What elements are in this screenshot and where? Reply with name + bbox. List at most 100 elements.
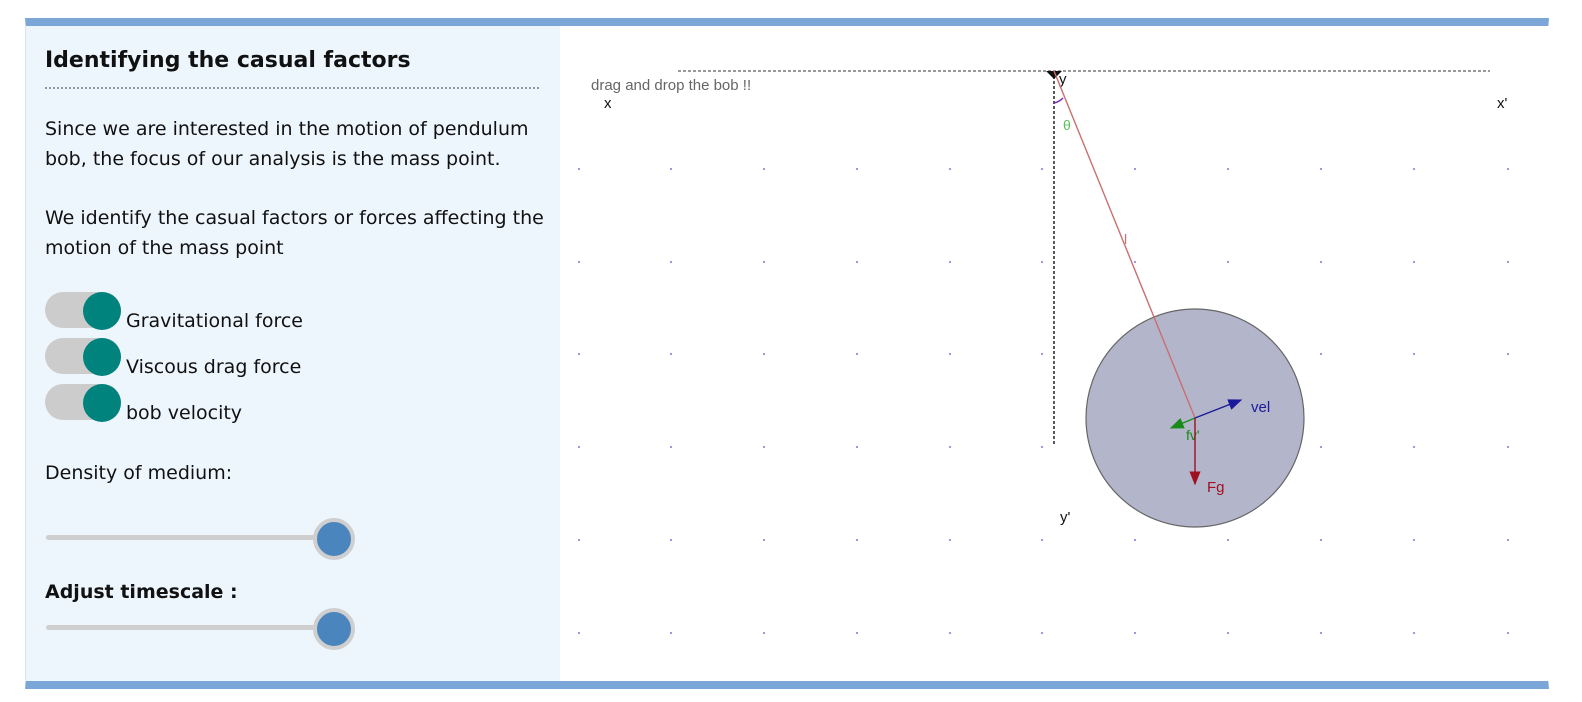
grid-dot [855,167,859,171]
grid-dot [1412,538,1416,542]
grid-dot [948,445,952,449]
grid-dot [669,445,673,449]
density-slider[interactable] [46,516,355,560]
grid-dot [855,445,859,449]
slider-thumb[interactable] [313,608,355,650]
toggle-gravitational-force[interactable]: Gravitational force [45,292,445,332]
grid-dot [1412,445,1416,449]
panel-title: Identifying the casual factors [45,48,539,89]
toggle-bob-velocity[interactable]: bob velocity [45,384,445,424]
forces-paragraph: We identify the casual factors or forces… [45,207,544,259]
toggle-viscous-drag-force[interactable]: Viscous drag force [45,338,445,378]
velocity-label: vel [1251,399,1270,416]
timescale-label: Adjust timescale : [45,581,238,603]
grid-dot [669,167,673,171]
grid-dot [1319,445,1323,449]
grid-dot [1226,631,1230,635]
grid-dot [1226,538,1230,542]
grid-dot [855,538,859,542]
grid-dot [1319,631,1323,635]
drag-force-arrow [1169,417,1196,429]
gravity-switch[interactable] [45,292,121,330]
grid-dot [577,631,581,635]
switch-knob[interactable] [83,338,121,376]
drag-hint: drag and drop the bob !! [591,77,751,94]
grid-dot [1412,352,1416,356]
grid-dot [1412,631,1416,635]
grid-dot [762,538,766,542]
grid-dot [948,260,952,264]
switch-knob[interactable] [83,292,121,330]
grid-dot [1133,167,1137,171]
axis-label-x: x [604,95,612,112]
grid-dot [855,631,859,635]
background-grid [577,167,1510,635]
grid-dot [577,260,581,264]
timescale-slider[interactable] [46,606,355,650]
grid-dot [762,352,766,356]
grid-dot [577,445,581,449]
grid-dot [762,260,766,264]
grid-dot [855,260,859,264]
grid-dot [1506,538,1510,542]
velocity-switch[interactable] [45,384,121,422]
grid-dot [577,352,581,356]
grid-dot [1506,631,1510,635]
grid-dot [669,352,673,356]
toggle-label: Gravitational force [126,310,303,332]
grid-dot [1226,260,1230,264]
grid-dot [1412,167,1416,171]
slider-thumb[interactable] [313,518,355,560]
grid-dot [1319,260,1323,264]
length-label: l [1124,231,1127,247]
grid-dot [948,352,952,356]
grid-dot [948,538,952,542]
grid-dot [1133,631,1137,635]
pivot-icon [1046,71,1062,79]
drag-switch[interactable] [45,338,121,376]
grid-dot [577,167,581,171]
gravity-label: Fg [1207,479,1225,496]
grid-dot [1040,445,1044,449]
grid-dot [762,445,766,449]
grid-dot [1506,260,1510,264]
grid-dot [1506,167,1510,171]
density-label: Density of medium: [45,462,233,484]
switch-knob[interactable] [83,384,121,422]
grid-dot [1412,260,1416,264]
grid-dot [577,538,581,542]
grid-dot [669,631,673,635]
info-panel: Identifying the casual factors Since we … [26,26,560,681]
grid-dot [762,631,766,635]
grid-dot [948,631,952,635]
grid-dot [1133,260,1137,264]
pendulum-diagram[interactable]: drag and drop the bob !! x x' y y' θ l v… [560,26,1549,681]
grid-dot [1319,352,1323,356]
velocity-arrow [1194,399,1243,419]
grid-dot [1506,445,1510,449]
grid-dot [855,352,859,356]
theta-label: θ [1063,117,1071,133]
grid-dot [669,538,673,542]
pendulum-string [1053,70,1196,419]
axis-label-x-prime: x' [1497,95,1508,112]
grid-dot [1040,167,1044,171]
theta-arc [1053,97,1064,104]
grid-dot [1319,538,1323,542]
simulation-canvas[interactable]: drag and drop the bob !! x x' y y' θ l v… [560,26,1549,681]
grid-dot [1040,260,1044,264]
slider-track[interactable] [46,535,334,540]
grid-dot [1226,167,1230,171]
toggle-label: Viscous drag force [126,356,302,378]
intro-paragraph: Since we are interested in the motion of… [45,118,529,170]
slider-track[interactable] [46,625,334,630]
grid-dot [1040,538,1044,542]
axis-label-y: y [1059,71,1067,88]
axis-label-y-prime: y' [1060,509,1071,526]
grid-dot [1506,352,1510,356]
grid-dot [1040,352,1044,356]
drag-force-label: fv' [1186,427,1200,443]
grid-dot [948,167,952,171]
grid-dot [669,260,673,264]
app-frame: Identifying the casual factors Since we … [25,18,1549,689]
